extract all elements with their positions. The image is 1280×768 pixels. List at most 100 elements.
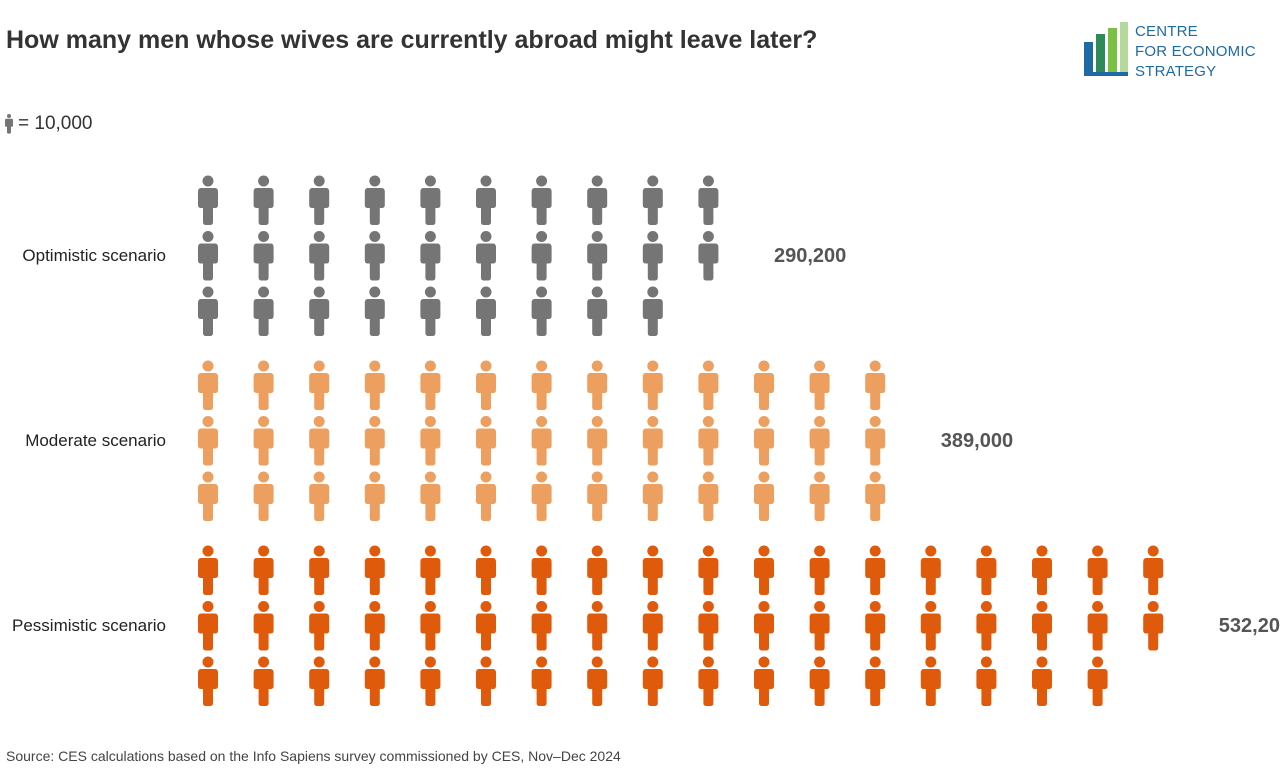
person-icon — [920, 656, 941, 706]
category-label: Optimistic scenario — [22, 246, 166, 265]
person-icon — [531, 545, 552, 595]
person-icon — [476, 360, 496, 410]
person-icon — [754, 360, 774, 410]
person-icon — [698, 231, 719, 281]
person-icon — [809, 545, 830, 595]
value-label: 532,200 — [1219, 615, 1280, 637]
person-icon — [754, 416, 774, 466]
person-icon — [364, 286, 385, 336]
person-icon — [531, 360, 552, 410]
person-icon — [364, 545, 385, 595]
person-icon — [253, 286, 274, 336]
ces-logo: CENTRE FOR ECONOMIC STRATEGY — [1084, 22, 1274, 82]
person-icon — [754, 656, 774, 706]
logo-line-2: FOR ECONOMIC — [1135, 43, 1256, 60]
person-icon — [754, 601, 774, 651]
person-icon — [476, 416, 496, 466]
value-label: 389,000 — [941, 430, 1013, 452]
person-icon — [253, 545, 274, 595]
person-icon — [253, 471, 274, 521]
person-icon — [809, 601, 830, 651]
person-icon — [420, 286, 441, 336]
person-icon — [865, 416, 886, 466]
person-icon — [364, 175, 385, 225]
person-icon — [531, 416, 552, 466]
person-icon — [531, 601, 552, 651]
person-icon — [865, 601, 886, 651]
person-icon — [309, 175, 330, 225]
category-label: Moderate scenario — [25, 431, 166, 450]
person-icon — [309, 360, 330, 410]
person-icon — [587, 286, 608, 336]
person-icon — [1032, 545, 1052, 595]
person-icon — [865, 656, 886, 706]
person-icon — [198, 601, 218, 651]
person-icon — [420, 231, 441, 281]
person-icon — [198, 175, 218, 225]
person-icon — [920, 545, 941, 595]
person-icon — [865, 471, 886, 521]
logo-bars-icon — [1084, 22, 1128, 76]
person-icon — [642, 471, 663, 521]
person-icon — [476, 545, 496, 595]
person-icon — [309, 601, 330, 651]
person-icon — [976, 545, 997, 595]
person-icon — [1032, 601, 1052, 651]
person-icon — [309, 416, 330, 466]
person-icon — [698, 471, 719, 521]
person-icon — [976, 601, 997, 651]
person-icon — [364, 416, 385, 466]
series-1 — [198, 175, 719, 336]
person-icon — [253, 231, 274, 281]
person-icon — [809, 656, 830, 706]
person-icon — [253, 175, 274, 225]
person-icon — [642, 175, 663, 225]
person-icon — [754, 471, 774, 521]
person-icon — [531, 656, 552, 706]
person-icon — [976, 656, 997, 706]
person-icon — [420, 175, 441, 225]
person-icon — [476, 656, 496, 706]
person-icon — [420, 416, 441, 466]
person-icon — [364, 231, 385, 281]
series-3 — [198, 545, 1164, 706]
person-icon — [309, 471, 330, 521]
person-icon — [642, 601, 663, 651]
person-icon — [754, 545, 774, 595]
person-icon — [698, 656, 719, 706]
person-icon — [1087, 545, 1108, 595]
person-icon — [809, 416, 830, 466]
person-icon — [642, 416, 663, 466]
person-icon — [198, 360, 218, 410]
person-icon — [587, 656, 608, 706]
person-icon — [476, 471, 496, 521]
person-icon — [865, 360, 886, 410]
person-icon — [587, 416, 608, 466]
person-icon — [587, 601, 608, 651]
person-icon — [809, 471, 830, 521]
person-icon — [642, 656, 663, 706]
person-icon — [309, 545, 330, 595]
person-icon — [309, 656, 330, 706]
person-icon — [198, 286, 218, 336]
chart-title: How many men whose wives are currently a… — [6, 26, 818, 54]
logo-line-1: CENTRE — [1135, 23, 1198, 40]
person-icon — [865, 545, 886, 595]
person-icon — [364, 656, 385, 706]
person-icon — [364, 360, 385, 410]
person-icon — [476, 601, 496, 651]
person-icon — [476, 286, 496, 336]
person-icon — [476, 175, 496, 225]
person-icon — [587, 231, 608, 281]
category-label: Pessimistic scenario — [12, 616, 166, 635]
series-2 — [198, 360, 886, 521]
legend: = 10,000 — [4, 113, 93, 135]
person-icon — [642, 545, 663, 595]
person-icon — [198, 471, 218, 521]
person-icon — [253, 360, 274, 410]
person-icon — [5, 114, 13, 134]
person-icon — [587, 175, 608, 225]
person-icon — [309, 286, 330, 336]
person-icon — [698, 360, 719, 410]
